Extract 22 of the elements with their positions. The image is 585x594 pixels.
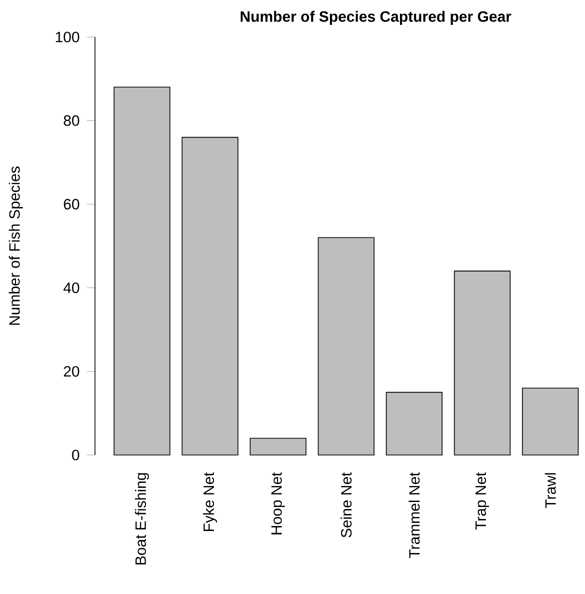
x-tick-label: Trap Net <box>476 472 489 530</box>
x-tick-label: Seine Net <box>340 472 352 538</box>
bar <box>182 136 238 456</box>
y-tick-label: 20 <box>64 366 80 377</box>
bar <box>522 388 579 456</box>
bar <box>250 438 306 456</box>
x-tick-label: Hoop Net <box>271 472 285 534</box>
bar <box>454 270 511 456</box>
y-axis-title: Number of Fish Species <box>8 166 23 325</box>
x-tick-label: Trawl <box>544 473 556 508</box>
y-tick-label: 100 <box>56 32 80 42</box>
bar <box>386 392 443 456</box>
chart-title: Number of Species Captured per Gear <box>240 10 512 25</box>
y-tick-label: 0 <box>72 450 80 460</box>
x-tick-label: Trammel Net <box>408 472 420 558</box>
y-tick-label: 60 <box>64 198 80 210</box>
x-tick-label: Boat E-fishing <box>134 473 149 564</box>
y-tick-label: 40 <box>63 282 80 294</box>
bar <box>318 237 374 456</box>
y-tick-label: 80 <box>64 115 80 126</box>
x-tick-label: Fyke Net <box>203 472 218 531</box>
bar <box>114 86 170 456</box>
